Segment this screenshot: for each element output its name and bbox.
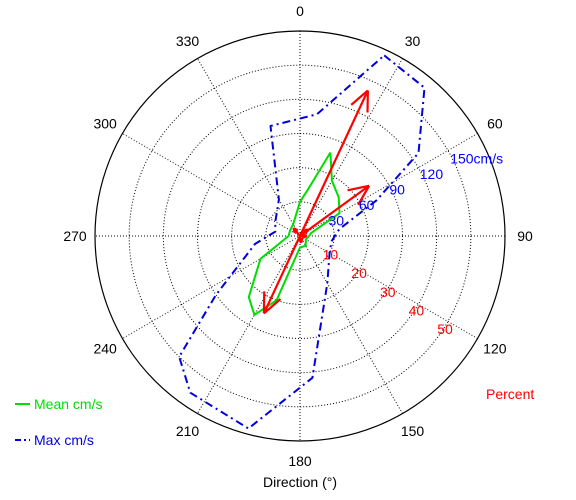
percent-tick-1: 20	[351, 265, 367, 281]
angle-tick-150: 150	[401, 423, 425, 439]
velocity-tick-1: 60	[359, 197, 375, 213]
arrow-head-4-1	[301, 232, 308, 238]
label-layer: 0 30 60 90 120 150 180 210 240 270 300 330 30 60 90 120…	[63, 3, 533, 469]
velocity-tick-3: 120	[420, 166, 444, 182]
angle-tick-60: 60	[487, 116, 503, 132]
arrow-shaft-2	[262, 235, 301, 314]
velocity-tick-2: 90	[389, 181, 405, 197]
arrow-layer	[262, 89, 371, 315]
series-layer	[178, 54, 426, 430]
outer-ring	[94, 30, 506, 442]
percent-tick-3: 40	[409, 302, 425, 318]
percent-tick-0: 10	[323, 247, 339, 263]
legend-max-label: Max cm/s	[34, 432, 94, 448]
angle-tick-180: 180	[288, 453, 312, 469]
legend-mean-label: Mean cm/s	[34, 396, 102, 412]
arrow-head-3-1	[302, 228, 309, 232]
angle-tick-0: 0	[296, 3, 304, 19]
percent-title: Percent	[486, 386, 534, 402]
grid-ring-3	[162, 98, 438, 374]
angle-tick-90: 90	[517, 228, 533, 244]
series-mean-line	[247, 151, 341, 316]
arrow-shaft-0	[299, 89, 369, 237]
angle-tick-210: 210	[176, 423, 200, 439]
angle-tick-240: 240	[93, 341, 117, 357]
angle-tick-300: 300	[93, 116, 117, 132]
legend: Mean cm/s Max cm/s	[15, 396, 102, 448]
angle-tick-120: 120	[483, 341, 507, 357]
arrow-head-5-1	[292, 227, 296, 234]
grid-ring-1	[231, 167, 369, 305]
grid-ring-4	[128, 64, 472, 408]
velocity-tick-0: 30	[328, 212, 344, 228]
arrow-head-0-1	[350, 89, 369, 106]
percent-tick-4: 50	[437, 321, 453, 337]
angle-tick-330: 330	[176, 33, 200, 49]
arrow-head-1-1	[347, 184, 370, 192]
x-axis-title: Direction (°)	[263, 474, 337, 490]
arrow-head-6-1	[300, 237, 304, 243]
angle-tick-270: 270	[63, 228, 87, 244]
angle-tick-30: 30	[405, 33, 421, 49]
velocity-tick-4: 150cm/s	[450, 150, 503, 166]
arrow-head-1-0	[357, 185, 371, 206]
arrow-shaft-1	[299, 184, 370, 237]
percent-tick-2: 30	[380, 284, 396, 300]
arrow-head-2-1	[263, 298, 282, 315]
